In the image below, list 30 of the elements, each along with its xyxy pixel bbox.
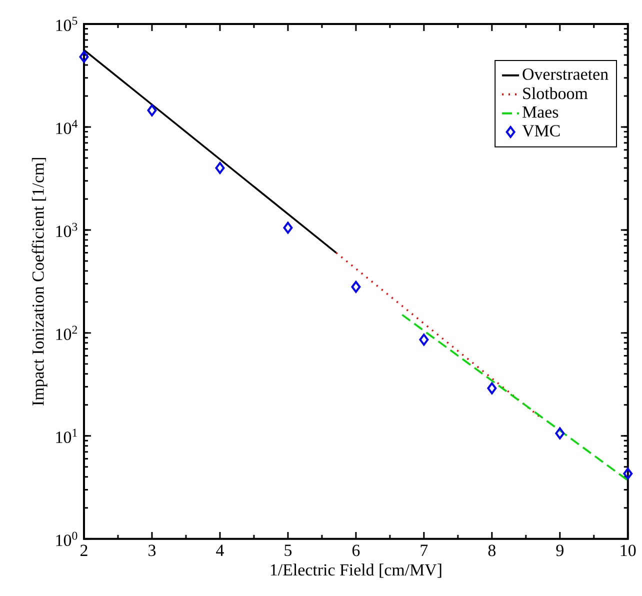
y-axis-title: Impact Ionization Coefficient [1/cm] [32, 158, 48, 406]
x-tick-label: 9 [556, 544, 564, 556]
point [79, 50, 89, 63]
point [419, 334, 429, 346]
point [487, 382, 497, 394]
point [555, 427, 565, 440]
point [215, 162, 225, 174]
y-tick-label: 10$^{4}$ [56, 120, 78, 134]
y-tick-label: 10$^{0}$ [56, 532, 78, 546]
point [147, 104, 157, 116]
y-tick-label: 10$^{3}$ [56, 222, 78, 238]
legend-label: Maes [522, 106, 558, 118]
x-tick-label: 8 [488, 544, 496, 556]
y-tick-label: 10$^{2}$ [56, 326, 77, 340]
x-tick-label: 2 [80, 544, 88, 556]
x-tick-label: 4 [216, 544, 224, 556]
x-tick-label: 3 [148, 544, 156, 556]
point [283, 222, 293, 234]
x-tick-label: 5 [284, 544, 292, 556]
legend-label: Slotboom [523, 87, 588, 100]
legend-label: VMC [522, 125, 560, 137]
point [623, 468, 633, 480]
y-tick-label: 10$^{5}$ [56, 16, 78, 32]
legend-label: Overstraeten [522, 68, 608, 80]
y-tick-label: 10$^{1}$ [56, 428, 77, 444]
x-axis-title: 1/Electric Field [cm/MV] [270, 564, 442, 578]
x-tick-label: 6 [352, 544, 360, 556]
x-tick-label: 7 [420, 544, 428, 556]
x-tick-label: 10 [620, 544, 636, 556]
point [351, 280, 361, 293]
